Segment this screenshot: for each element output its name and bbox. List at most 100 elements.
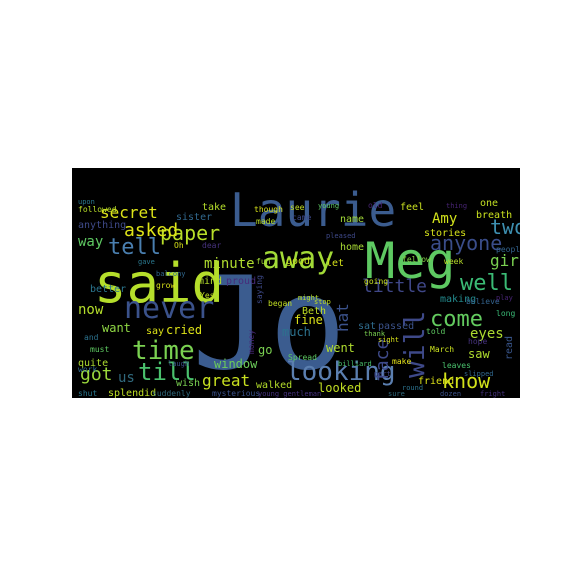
word-two: two xyxy=(490,215,520,239)
word-away: away xyxy=(262,241,334,276)
word-cloud-canvas: Jo said Laurie Meg never away time looki… xyxy=(72,168,520,398)
word-read: read xyxy=(504,336,515,360)
word-might: might xyxy=(298,294,319,302)
word-home: home xyxy=(340,242,364,253)
word-go: go xyxy=(258,343,272,357)
word-said: said xyxy=(94,252,224,315)
word-great: great xyxy=(202,371,250,390)
word-grow: grow xyxy=(156,281,175,290)
word-billiard: billiard xyxy=(338,360,372,368)
word-quite: quite xyxy=(78,358,108,369)
word-though: though xyxy=(254,205,283,214)
word-looking: looking xyxy=(286,357,396,387)
word-fun: fun xyxy=(256,257,271,266)
word-thing: thing xyxy=(446,202,467,210)
word-work: work xyxy=(78,365,97,374)
word-gave: gave xyxy=(138,258,155,266)
word-cloud-background xyxy=(72,168,520,398)
word-laurie: Laurie xyxy=(230,183,396,237)
word-face: face xyxy=(372,339,393,382)
word-made: made xyxy=(256,217,275,226)
word-oh: Oh xyxy=(174,241,184,250)
word-girl: girl xyxy=(490,251,520,270)
word-dozen: dozen xyxy=(440,390,461,398)
word-walked: walked xyxy=(256,380,292,391)
word-began: began xyxy=(268,299,292,308)
word-pleased: pleased xyxy=(326,232,356,240)
word-will: will xyxy=(398,311,431,378)
word-want: want xyxy=(102,321,131,335)
word-jo: Jo xyxy=(192,250,346,398)
word-beth: Beth xyxy=(302,306,326,317)
word-balcony: balcony xyxy=(156,270,186,278)
word-us: us xyxy=(118,370,135,386)
word-making: making xyxy=(440,294,476,305)
word-one: one xyxy=(480,198,498,209)
word-stories: stories xyxy=(424,228,466,239)
word-eyes: eyes xyxy=(470,326,504,342)
word-meg: Meg xyxy=(365,232,455,290)
word-old: old xyxy=(368,201,383,210)
word-believe: believe xyxy=(466,297,500,306)
word-saying: saying xyxy=(255,275,264,304)
word-take: take xyxy=(202,202,226,213)
word-part: part xyxy=(374,370,391,378)
word-young-gentleman: young gentleman xyxy=(258,390,321,398)
word-and: and xyxy=(84,333,99,342)
word-breath: breath xyxy=(476,210,512,221)
word-young: young xyxy=(318,202,339,210)
word-sat: sat xyxy=(358,321,376,332)
word-sight: sight xyxy=(378,336,399,344)
word-till: till xyxy=(138,358,196,386)
word-splendid: splendid xyxy=(108,388,156,398)
word-cried: cried xyxy=(166,323,202,337)
word-upon: upon xyxy=(78,198,95,206)
word-anything: anything xyxy=(78,220,126,231)
word-now: now xyxy=(78,302,104,318)
word-passed: passed xyxy=(378,321,414,332)
word-much: much xyxy=(282,325,311,339)
word-little: little xyxy=(362,276,427,297)
word-got: got xyxy=(80,364,113,385)
word-secret: secret xyxy=(100,203,158,222)
word-followed: followed xyxy=(78,205,117,214)
word-sister: sister xyxy=(176,212,212,223)
word-fine: fine xyxy=(294,313,323,327)
word-say: say xyxy=(146,326,164,337)
word-march: March xyxy=(430,345,454,354)
word-round: round xyxy=(402,384,423,392)
word-play: play xyxy=(496,294,513,302)
word-slipped: slipped xyxy=(464,370,494,378)
word-laugh: laugh xyxy=(168,360,189,368)
word-must: must xyxy=(90,345,109,354)
word-suddenly: suddenly xyxy=(152,389,191,398)
word-leaves: leaves xyxy=(442,361,471,370)
word-mind: mind xyxy=(198,276,222,287)
word-dear: dear xyxy=(202,241,221,250)
word-name: name xyxy=(340,214,364,225)
word-money: money xyxy=(247,330,256,354)
word-way: way xyxy=(78,234,103,250)
word-looked: looked xyxy=(318,381,361,395)
word-well: well xyxy=(460,271,513,296)
word-week: week xyxy=(444,257,463,266)
word-let: let xyxy=(326,258,344,269)
word-cloud: Jo said Laurie Meg never away time looki… xyxy=(72,168,520,398)
word-mysterious: mysterious xyxy=(212,389,260,398)
word-proud: proud xyxy=(226,276,256,287)
word-hat: hat xyxy=(333,303,352,332)
word-time: time xyxy=(132,336,195,366)
word-see: see xyxy=(290,203,305,212)
word-hope: hope xyxy=(468,337,487,346)
word-feel: feel xyxy=(400,202,424,213)
word-came: came xyxy=(292,213,311,222)
word-anyone: anyone xyxy=(430,231,502,255)
word-thank: thank xyxy=(364,330,386,338)
word-paper: paper xyxy=(160,221,220,245)
word-minute: minute xyxy=(204,256,255,272)
word-shut: shut xyxy=(78,389,97,398)
word-told: told xyxy=(426,327,445,336)
word-fellow: fellow xyxy=(402,255,431,264)
word-went: went xyxy=(326,341,355,355)
